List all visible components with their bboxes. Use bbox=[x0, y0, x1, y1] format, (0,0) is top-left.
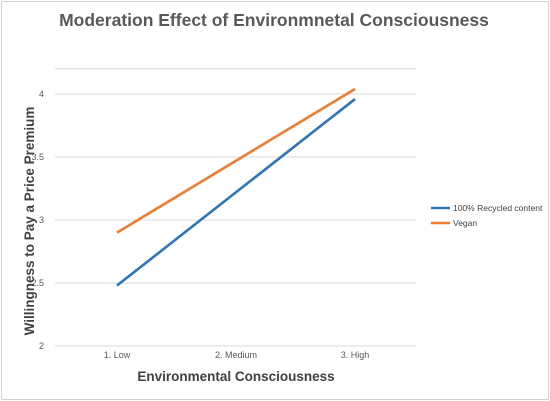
chart-title: Moderation Effect of Environmnetal Consc… bbox=[59, 10, 489, 30]
y-tick-label: 2 bbox=[39, 341, 44, 351]
y-axis-ticks: 2 2.5 3 3.5 4 bbox=[31, 89, 44, 351]
legend: 100% Recycled content Vegan bbox=[431, 203, 543, 228]
series-line-0 bbox=[116, 98, 356, 287]
y-tick-label: 2.5 bbox=[31, 278, 44, 288]
legend-label: 100% Recycled content bbox=[453, 203, 543, 213]
y-tick-label: 4 bbox=[39, 89, 44, 99]
y-tick-label: 3 bbox=[39, 215, 44, 225]
x-tick-label: 1. Low bbox=[104, 350, 131, 360]
grid-lines bbox=[55, 68, 416, 347]
x-tick-label: 2. Medium bbox=[215, 350, 257, 360]
x-axis-title: Environmental Consciousness bbox=[137, 369, 334, 384]
legend-label: Vegan bbox=[453, 218, 477, 228]
y-tick-label: 3.5 bbox=[31, 152, 44, 162]
y-axis-title: Willingness to Pay a Price Premium bbox=[22, 107, 37, 336]
series-line-1 bbox=[116, 87, 356, 234]
x-axis-ticks: 1. Low 2. Medium 3. High bbox=[104, 350, 370, 360]
series-lines bbox=[116, 87, 356, 287]
x-tick-label: 3. High bbox=[341, 350, 370, 360]
